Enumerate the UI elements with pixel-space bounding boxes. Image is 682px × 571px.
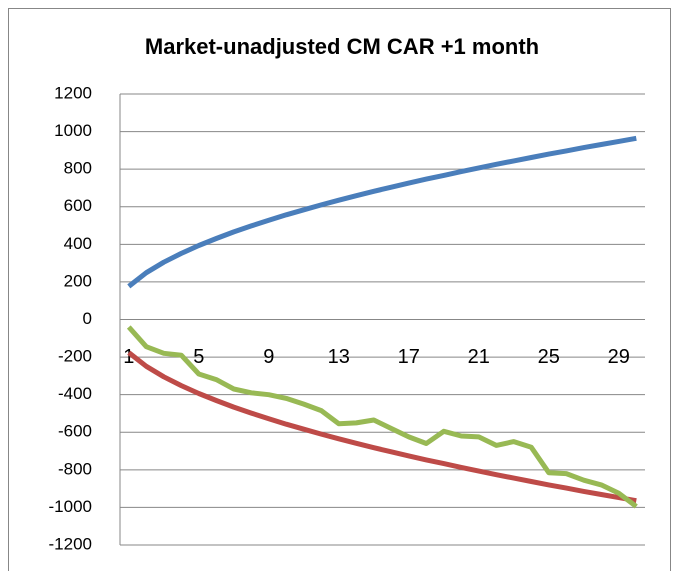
y-tick-label: 200 <box>64 271 92 290</box>
y-tick-label: -800 <box>58 459 92 478</box>
x-tick-label: 9 <box>263 346 274 368</box>
y-tick-label: 1200 <box>54 83 92 102</box>
y-tick-label: -400 <box>58 384 92 403</box>
line-series <box>127 135 637 289</box>
x-tick-label: 25 <box>538 346 560 368</box>
y-tick-label: -1000 <box>49 497 92 516</box>
line-series <box>126 325 638 509</box>
y-tick-label: -600 <box>58 422 92 441</box>
y-tick-label: -200 <box>58 347 92 366</box>
x-tick-label: 5 <box>193 346 204 368</box>
y-tick-label: 0 <box>83 309 92 328</box>
x-tick-label: 13 <box>328 346 350 368</box>
y-tick-label: 800 <box>64 159 92 178</box>
y-tick-label: 1000 <box>54 121 92 140</box>
y-tick-label: 400 <box>64 234 92 253</box>
chart-frame <box>8 8 671 571</box>
y-tick-label: -1200 <box>49 534 92 553</box>
x-tick-label: 21 <box>468 346 490 368</box>
chart-title: Market-unadjusted CM CAR +1 month <box>145 34 539 59</box>
x-tick-label: 29 <box>608 346 630 368</box>
y-tick-label: 600 <box>64 196 92 215</box>
line-series <box>127 350 637 504</box>
x-tick-label: 17 <box>398 346 420 368</box>
x-tick-label: 1 <box>123 346 134 368</box>
